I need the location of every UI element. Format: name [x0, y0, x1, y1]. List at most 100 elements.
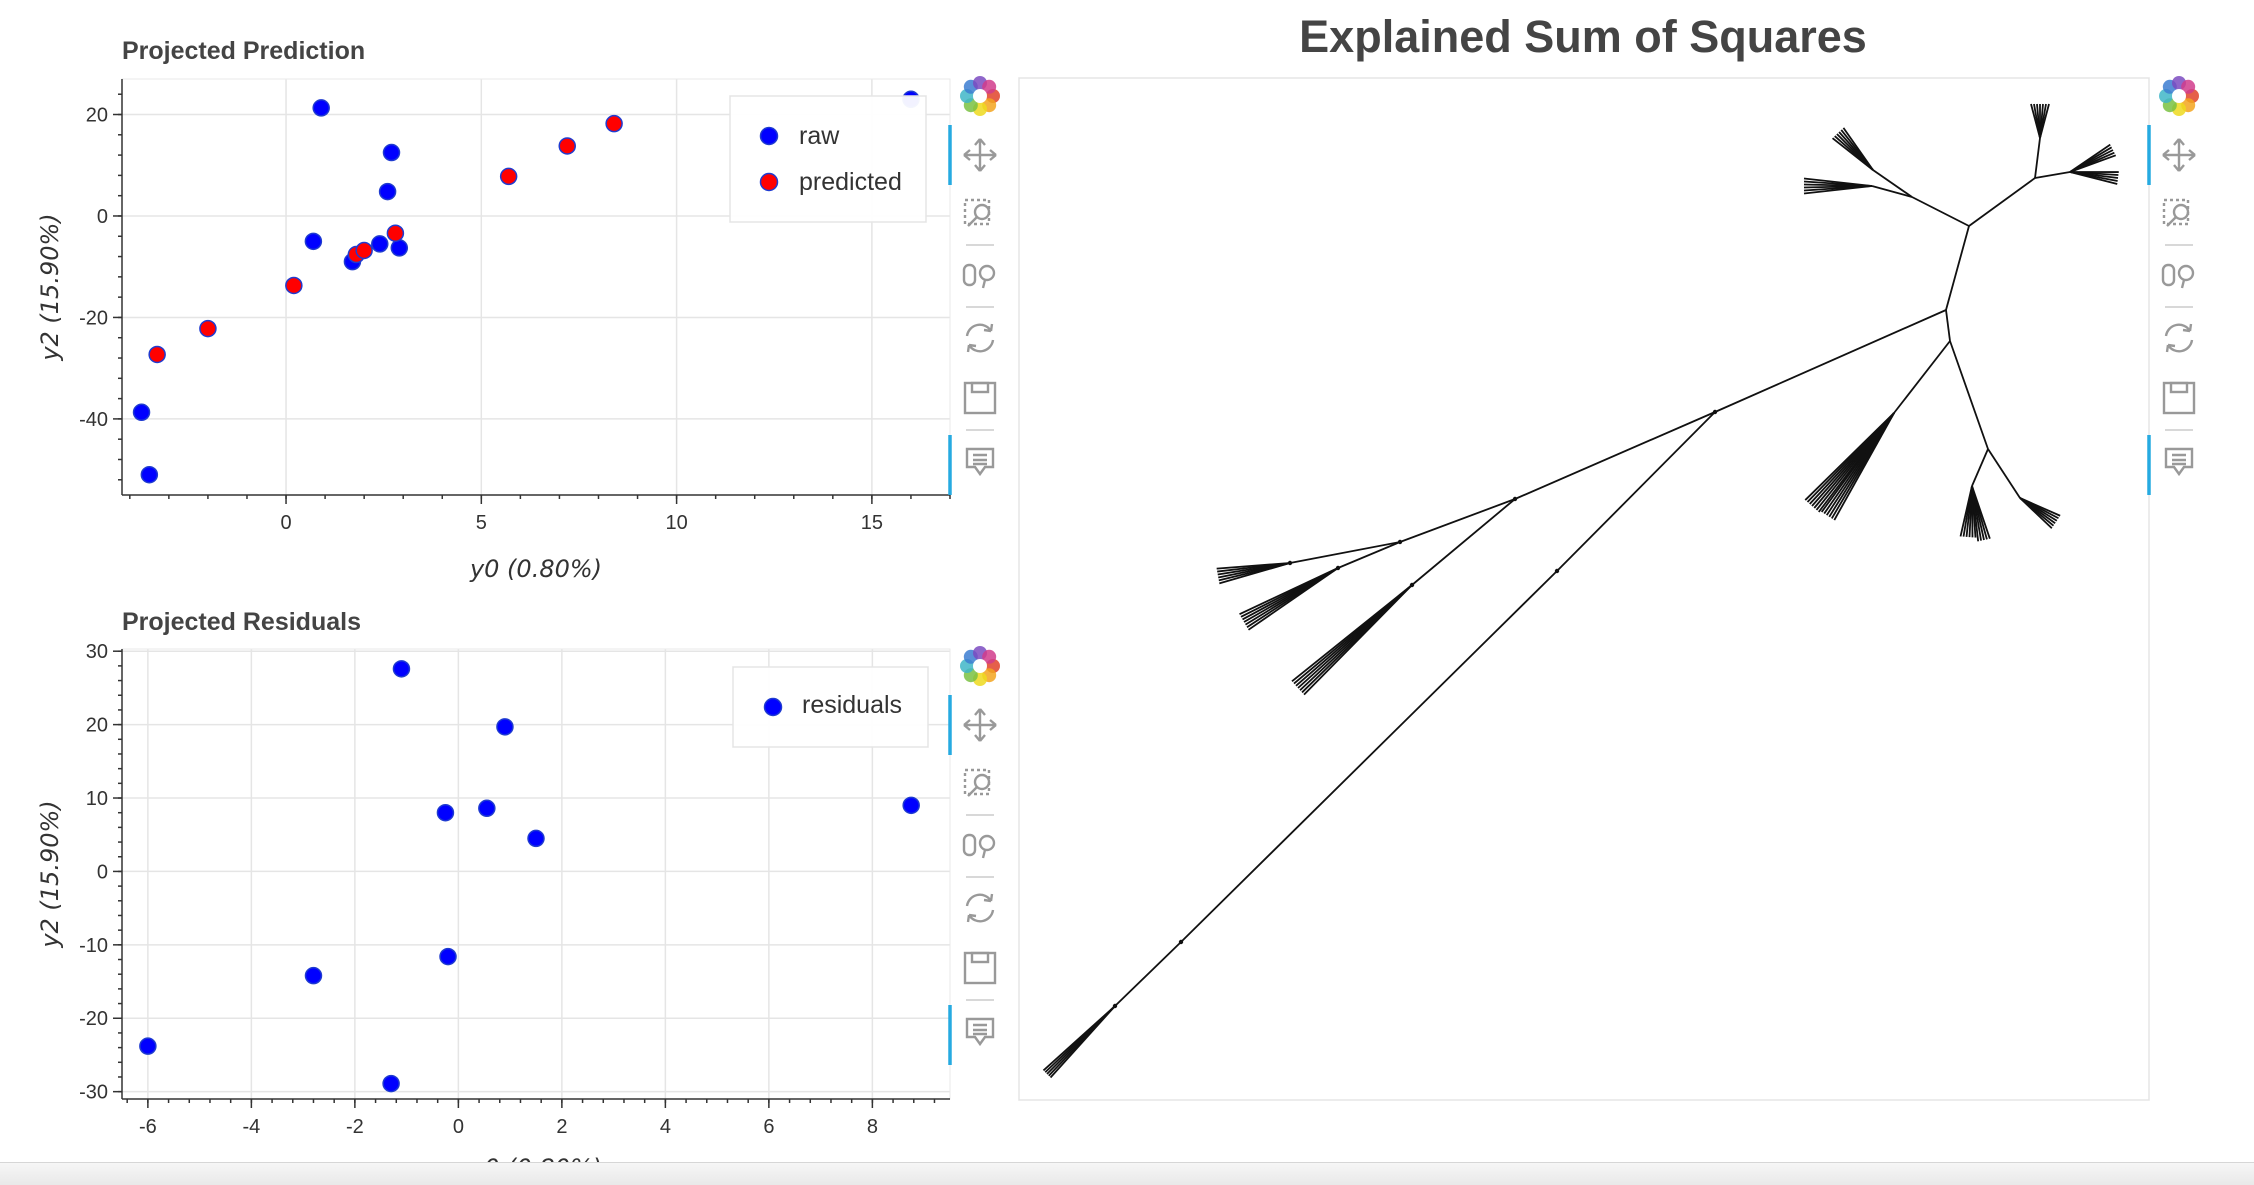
p1-point-raw-7	[391, 240, 407, 256]
hover-glyph	[967, 1019, 993, 1044]
tree-edge-23	[1873, 170, 1912, 197]
toolbar-tree	[2149, 76, 2199, 495]
p2-point-residuals-0	[140, 1038, 156, 1054]
p2-x-tick-label-7: 8	[867, 1116, 878, 1138]
tree-edge-99	[1115, 942, 1181, 1006]
bokeh-logo-icon[interactable]	[2159, 76, 2199, 116]
p1-x-tick-label-2: 10	[665, 512, 687, 534]
p1-point-raw-5	[380, 184, 396, 200]
legend-swatch-residuals	[765, 699, 782, 716]
save-icon[interactable]	[965, 953, 995, 983]
p1-point-predicted-8	[606, 116, 622, 132]
p1-point-predicted-2	[286, 277, 302, 293]
reset-arrows	[2166, 324, 2192, 352]
save-outline	[2164, 383, 2194, 413]
logo-center	[973, 659, 987, 673]
p1-point-raw-2	[313, 100, 329, 116]
p1-x-tick-label-1: 5	[476, 512, 487, 534]
p2-y-tick-label-1: 20	[86, 715, 108, 737]
wheel-zoom-lens	[2179, 266, 2193, 280]
p1-y-tick-label-1: 0	[97, 206, 108, 228]
reset-icon[interactable]	[967, 324, 993, 352]
residuals-legend: residuals	[733, 667, 928, 747]
pan-glyph	[964, 709, 996, 741]
save-slot	[972, 383, 988, 392]
tree-edge-104	[1043, 1006, 1115, 1070]
reset-icon[interactable]	[967, 894, 993, 922]
legend-label-predicted: predicted	[799, 168, 902, 196]
hover-glyph	[2166, 449, 2192, 474]
tree-plot-frame	[1019, 78, 2149, 1100]
tree-edge-97	[1557, 412, 1715, 571]
box-zoom-icon[interactable]	[965, 770, 989, 796]
legend-label-residuals: residuals	[802, 691, 902, 719]
p1-point-predicted-5	[387, 225, 403, 241]
wheel-zoom-icon[interactable]	[2163, 265, 2193, 288]
residuals-y-axis-label: y2 (15.90%)	[36, 800, 64, 948]
p2-point-residuals-3	[393, 661, 409, 677]
p2-x-tick-label-4: 2	[556, 1116, 567, 1138]
prediction-legend-box	[730, 96, 926, 222]
save-icon[interactable]	[2164, 383, 2194, 413]
pan-icon[interactable]	[2163, 139, 2195, 171]
pan-icon[interactable]	[964, 709, 996, 741]
bokeh-logo-icon[interactable]	[960, 646, 1000, 686]
tree-edge-88	[1240, 568, 1338, 614]
wheel-zoom-icon[interactable]	[964, 835, 994, 858]
reset-arrows	[967, 324, 993, 352]
reset-arrows	[967, 894, 993, 922]
reset-icon[interactable]	[2166, 324, 2192, 352]
p2-y-tick-label-5: -20	[79, 1008, 108, 1030]
save-outline	[965, 383, 995, 413]
p2-point-residuals-1	[305, 968, 321, 984]
wheel-zoom-icon[interactable]	[964, 265, 994, 288]
p1-point-raw-1	[134, 404, 150, 420]
wheel-zoom-handle	[983, 850, 985, 858]
p2-point-residuals-8	[528, 830, 544, 846]
tree-edge-72	[1515, 412, 1715, 499]
legend-label-raw: raw	[799, 122, 840, 150]
hover-icon[interactable]	[967, 449, 993, 474]
toolbar-residuals	[950, 646, 1000, 1065]
wheel-zoom-mouse	[2163, 265, 2174, 285]
p2-x-tick-label-2: -2	[346, 1116, 364, 1138]
logo-center	[2172, 89, 2186, 103]
save-slot	[972, 953, 988, 962]
p1-point-raw-6	[372, 236, 388, 252]
p2-point-residuals-7	[497, 719, 513, 735]
wheel-zoom-lens	[980, 266, 994, 280]
p1-point-predicted-7	[559, 138, 575, 154]
p2-x-tick-label-1: -4	[242, 1116, 260, 1138]
tree-edge-2	[1969, 178, 2035, 226]
p2-x-tick-label-5: 4	[660, 1116, 671, 1138]
tree-edge-22	[1912, 197, 1969, 226]
box-zoom-icon[interactable]	[965, 200, 989, 226]
p1-x-tick-label-0: 0	[280, 512, 291, 534]
p2-point-residuals-5	[437, 805, 453, 821]
hover-icon[interactable]	[2166, 449, 2192, 474]
pan-icon[interactable]	[964, 139, 996, 171]
tree-edge-52	[1972, 449, 1988, 486]
tree-edge-81	[1338, 542, 1400, 568]
box-zoom-icon[interactable]	[2164, 200, 2188, 226]
hover-icon[interactable]	[967, 1019, 993, 1044]
p2-x-tick-label-0: -6	[139, 1116, 157, 1138]
bokeh-logo-icon[interactable]	[960, 76, 1000, 116]
tree-edge-0	[1946, 226, 1969, 310]
wheel-zoom-mouse	[964, 835, 975, 855]
window-bottom-bar	[0, 1162, 2254, 1185]
save-icon[interactable]	[965, 383, 995, 413]
legend-swatch-raw	[761, 128, 778, 145]
logo-center	[973, 89, 987, 103]
wheel-zoom-mouse	[964, 265, 975, 285]
tree-edges	[1043, 104, 2118, 1078]
p2-y-tick-label-0: 30	[86, 641, 108, 663]
tree-edge-30	[1872, 186, 1912, 197]
wheel-zoom-handle	[983, 280, 985, 288]
p1-y-tick-label-3: -40	[79, 409, 108, 431]
tree-edge-89	[1412, 499, 1515, 585]
p1-point-raw-3	[305, 233, 321, 249]
pan-glyph	[2163, 139, 2195, 171]
